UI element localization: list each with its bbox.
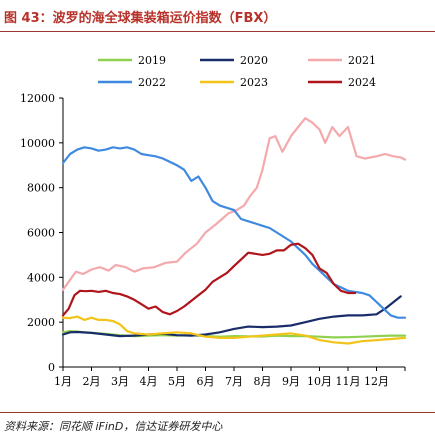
- y-tick-label: 10000: [20, 137, 55, 150]
- y-tick-label: 0: [48, 361, 55, 374]
- x-tick-label: 10月: [307, 375, 332, 388]
- figure-title-bar: 图 43：波罗的海全球集装箱运价指数（FBX）: [0, 0, 435, 32]
- series-line-2021: [61, 117, 407, 291]
- source-note: 资料来源：同花顺 iFinD，信达证券研发中心: [4, 420, 223, 433]
- line-chart: 2019 2020 2021 2022 2023 2024 0 2000 4000 6000 800…: [20, 54, 407, 388]
- series-line-2020: [61, 295, 402, 338]
- y-tick-label: 8000: [27, 182, 55, 195]
- legend-label-2019: 2019: [138, 54, 166, 67]
- x-tick-label: 5月: [168, 375, 186, 388]
- legend-label-2020: 2020: [240, 54, 268, 67]
- legend-label-2022: 2022: [138, 76, 166, 89]
- series-line-2023: [61, 315, 407, 345]
- x-tick-label: 4月: [140, 375, 158, 388]
- y-tick-label: 4000: [27, 271, 55, 284]
- y-tick-label: 2000: [27, 316, 55, 329]
- x-tick-label: 1月: [54, 375, 72, 388]
- bottom-rule: [0, 412, 435, 413]
- y-tick-label: 6000: [27, 227, 55, 240]
- x-tick-label: 12月: [364, 375, 389, 388]
- figure-title: 图 43：波罗的海全球集装箱运价指数（FBX）: [4, 11, 277, 26]
- series-line-2022: [61, 146, 407, 319]
- x-tick-label: 11月: [336, 375, 361, 388]
- x-tick-label: 3月: [111, 375, 129, 388]
- x-tick-label: 9月: [282, 375, 300, 388]
- legend-label-2021: 2021: [348, 54, 376, 67]
- legend-label-2023: 2023: [240, 76, 268, 89]
- x-tick-label: 7月: [225, 375, 243, 388]
- y-tick-label: 12000: [20, 92, 55, 105]
- x-tick-label: 6月: [197, 375, 215, 388]
- series-line-2024: [61, 242, 357, 317]
- x-tick-label: 8月: [254, 375, 272, 388]
- legend-label-2024: 2024: [348, 76, 376, 89]
- x-tick-label: 2月: [83, 375, 101, 388]
